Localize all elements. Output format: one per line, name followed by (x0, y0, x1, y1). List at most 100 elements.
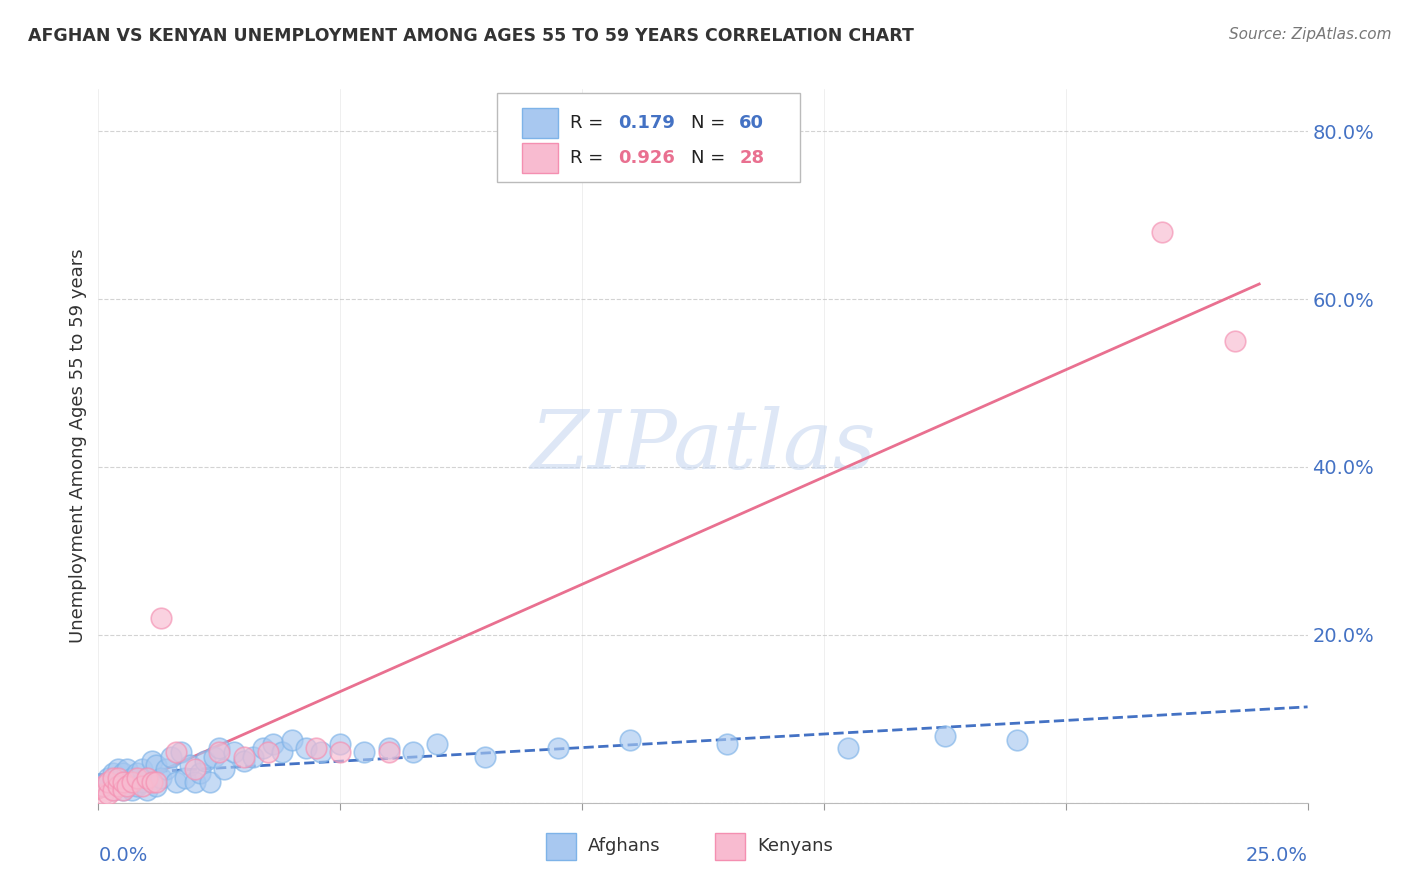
Point (127, 766, 149, 780)
Point (184, 762, 207, 776)
Point (208, 746, 231, 760)
Point (934, 729, 956, 743)
Point (305, 741, 328, 756)
Point (222, 746, 245, 760)
FancyBboxPatch shape (498, 93, 800, 182)
Point (188, 766, 211, 780)
Point (145, 758, 167, 772)
FancyBboxPatch shape (546, 833, 576, 860)
Point (212, 762, 235, 776)
Point (97, 771, 120, 785)
Point (101, 783, 124, 797)
FancyBboxPatch shape (716, 833, 745, 860)
Text: AFGHAN VS KENYAN UNEMPLOYMENT AMONG AGES 55 TO 59 YEARS CORRELATION CHART: AFGHAN VS KENYAN UNEMPLOYMENT AMONG AGES… (28, 27, 914, 45)
Point (1152, 225, 1174, 239)
Point (377, 741, 399, 756)
Point (111, 766, 134, 780)
Point (145, 774, 167, 789)
Point (426, 737, 449, 751)
Point (174, 771, 197, 785)
Point (179, 758, 201, 772)
Point (97, 774, 120, 789)
Point (1223, 334, 1246, 348)
Text: 0.926: 0.926 (619, 149, 675, 167)
Point (91, 788, 114, 802)
Point (117, 779, 139, 793)
Point (135, 783, 157, 797)
Point (135, 771, 157, 785)
Text: ZIPatlas: ZIPatlas (530, 406, 876, 486)
Point (547, 741, 569, 756)
Point (107, 779, 129, 793)
Point (402, 746, 425, 760)
Point (111, 783, 134, 797)
Point (121, 771, 143, 785)
Text: 28: 28 (740, 149, 765, 167)
Point (97, 788, 120, 802)
Point (242, 749, 264, 764)
Y-axis label: Unemployment Among Ages 55 to 59 years: Unemployment Among Ages 55 to 59 years (69, 249, 87, 643)
Point (309, 746, 332, 760)
Point (111, 774, 134, 789)
Point (131, 774, 153, 789)
FancyBboxPatch shape (522, 143, 558, 173)
Point (111, 774, 134, 789)
Point (619, 732, 641, 747)
Point (101, 774, 124, 789)
Point (262, 737, 284, 751)
Point (165, 774, 187, 789)
Point (837, 741, 859, 756)
Point (329, 737, 352, 751)
Point (256, 746, 278, 760)
Point (353, 746, 375, 760)
Point (155, 762, 177, 776)
Point (141, 774, 163, 789)
Point (160, 749, 183, 764)
Text: N =: N = (690, 113, 731, 132)
Point (184, 774, 207, 789)
Point (107, 771, 129, 785)
Point (111, 783, 134, 797)
Point (329, 746, 352, 760)
Point (101, 766, 124, 780)
Point (127, 779, 149, 793)
Point (141, 754, 163, 768)
Point (107, 779, 129, 793)
Point (101, 771, 124, 785)
Point (150, 771, 173, 785)
Point (131, 762, 153, 776)
Point (131, 779, 153, 793)
Point (716, 737, 738, 751)
Point (127, 771, 149, 785)
Text: R =: R = (569, 113, 609, 132)
FancyBboxPatch shape (522, 108, 558, 137)
Point (169, 746, 191, 760)
Text: N =: N = (690, 149, 731, 167)
Point (198, 774, 221, 789)
Point (295, 741, 318, 756)
Text: 60: 60 (740, 113, 765, 132)
Point (121, 774, 143, 789)
Text: 0.0%: 0.0% (98, 846, 148, 864)
Point (1007, 732, 1029, 747)
Text: R =: R = (569, 149, 609, 167)
Point (165, 746, 187, 760)
Point (121, 783, 143, 797)
Point (117, 779, 139, 793)
Point (135, 771, 157, 785)
Point (145, 779, 167, 793)
Point (232, 754, 254, 768)
Text: 25.0%: 25.0% (1246, 846, 1308, 864)
Point (208, 741, 231, 756)
Point (232, 749, 254, 764)
Text: Source: ZipAtlas.com: Source: ZipAtlas.com (1229, 27, 1392, 42)
Point (377, 746, 399, 760)
Point (107, 771, 129, 785)
Point (91, 779, 114, 793)
Point (150, 611, 173, 625)
Point (107, 762, 129, 776)
Point (117, 762, 139, 776)
Point (252, 741, 274, 756)
Point (474, 749, 496, 764)
Point (281, 732, 304, 747)
